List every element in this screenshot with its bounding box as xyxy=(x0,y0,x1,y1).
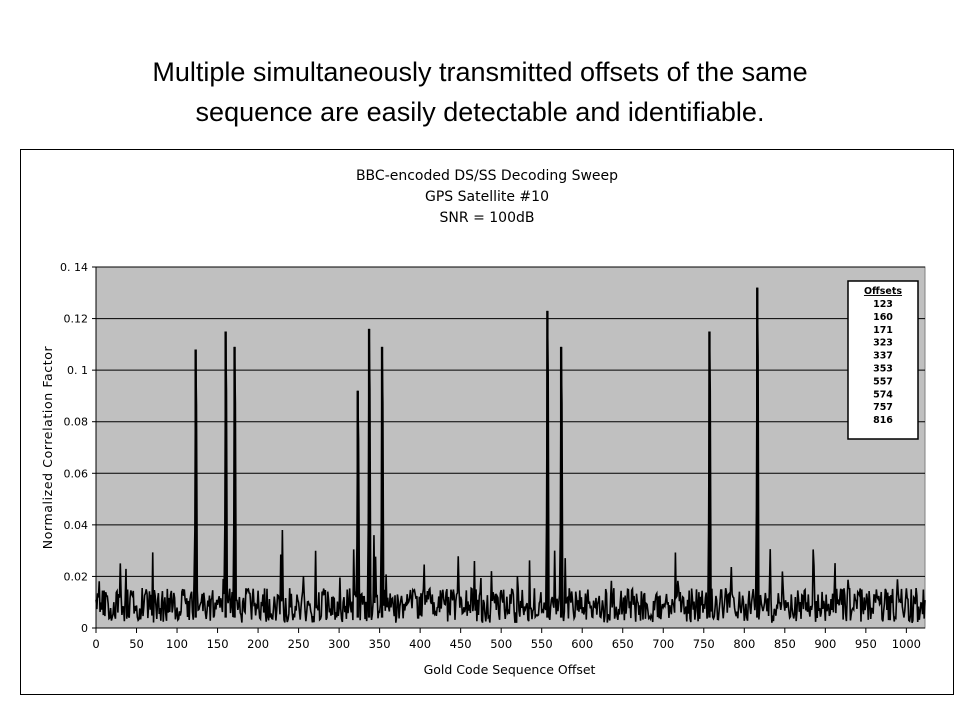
chart-title-line-2: GPS Satellite #10 xyxy=(425,189,549,205)
x-axis-ticks: 0 50 100 150 200 250 300 350 400 450 500 550 600 650 7… xyxy=(92,628,921,651)
x-tick-label: 300 xyxy=(328,637,350,651)
x-tick-label: 400 xyxy=(409,637,431,651)
y-tick-label: 0. 1 xyxy=(67,364,88,377)
legend-entry: 337 xyxy=(873,351,893,362)
x-tick-label: 250 xyxy=(288,637,310,651)
series-correlation xyxy=(95,287,926,624)
slide-title: Multiple simultaneously transmitted offs… xyxy=(40,52,920,132)
x-tick-label: 0 xyxy=(92,637,99,651)
chart-frame: BBC-encoded DS/SS Decoding Sweep GPS Sate… xyxy=(20,149,954,695)
slide-title-line1: Multiple simultaneously transmitted offs… xyxy=(152,57,808,87)
legend-entry: 757 xyxy=(873,402,893,413)
axes xyxy=(95,267,925,629)
y-tick-label: 0.06 xyxy=(64,467,89,480)
x-tick-label: 200 xyxy=(247,637,269,651)
y-tick-label: 0.04 xyxy=(64,519,89,532)
legend-title: Offsets xyxy=(864,286,902,297)
x-tick-label: 700 xyxy=(652,637,674,651)
x-axis-label: Gold Code Sequence Offset xyxy=(424,662,596,677)
slide-title-line2: sequence are easily detectable and ident… xyxy=(195,97,765,127)
legend-entry: 574 xyxy=(873,389,893,400)
chart-title-line-1: BBC-encoded DS/SS Decoding Sweep xyxy=(356,168,618,184)
x-tick-label: 1000 xyxy=(892,637,921,651)
x-tick-label: 550 xyxy=(531,637,553,651)
x-tick-label: 350 xyxy=(369,637,391,651)
plot-area xyxy=(95,266,926,629)
legend-entry: 353 xyxy=(873,364,893,375)
y-tick-label: 0. 14 xyxy=(60,261,88,274)
legend-entry: 323 xyxy=(873,338,893,349)
x-tick-label: 50 xyxy=(129,637,144,651)
x-tick-label: 600 xyxy=(571,637,593,651)
x-tick-label: 900 xyxy=(814,637,836,651)
x-tick-label: 950 xyxy=(855,637,877,651)
chart-title-line-3: SNR = 100dB xyxy=(440,210,535,226)
x-tick-label: 450 xyxy=(450,637,472,651)
x-tick-label: 750 xyxy=(693,637,715,651)
y-axis-ticks: 0 0.02 0.04 0.06 0.08 0. 1 0.12 0. 14 xyxy=(60,261,96,635)
x-tick-label: 500 xyxy=(490,637,512,651)
x-tick-label: 850 xyxy=(774,637,796,651)
chart-title: BBC-encoded DS/SS Decoding Sweep GPS Sate… xyxy=(356,168,618,226)
legend-box xyxy=(847,280,919,440)
x-tick-label: 150 xyxy=(207,637,229,651)
y-tick-label: 0.12 xyxy=(64,313,89,326)
x-tick-label: 650 xyxy=(612,637,634,651)
legend-entry: 557 xyxy=(873,376,893,387)
y-tick-label: 0 xyxy=(81,622,88,635)
y-tick-label: 0.08 xyxy=(64,416,89,429)
legend-entry: 171 xyxy=(873,325,893,336)
y-tick-label: 0.02 xyxy=(64,570,89,583)
correlation-chart: BBC-encoded DS/SS Decoding Sweep GPS Sate… xyxy=(40,168,926,677)
legend-entry: 123 xyxy=(873,299,893,310)
x-tick-label: 100 xyxy=(166,637,188,651)
y-axis-label: Normalized Correlation Factor xyxy=(40,346,55,550)
x-tick-label: 800 xyxy=(733,637,755,651)
legend-entry: 160 xyxy=(873,312,893,323)
legend-entry: 816 xyxy=(873,415,893,426)
